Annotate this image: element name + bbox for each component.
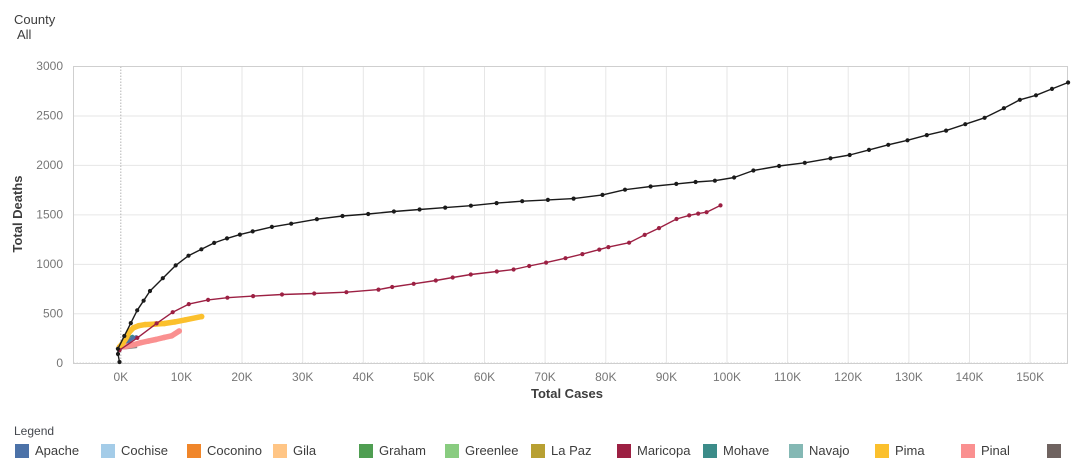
svg-text:60K: 60K xyxy=(474,370,495,384)
svg-text:2500: 2500 xyxy=(36,109,63,123)
svg-text:30K: 30K xyxy=(292,370,313,384)
svg-text:50K: 50K xyxy=(413,370,434,384)
svg-text:100K: 100K xyxy=(713,370,741,384)
svg-text:40K: 40K xyxy=(353,370,374,384)
svg-text:70K: 70K xyxy=(534,370,555,384)
svg-text:130K: 130K xyxy=(895,370,923,384)
svg-text:3000: 3000 xyxy=(36,59,63,73)
svg-text:150K: 150K xyxy=(1016,370,1044,384)
svg-text:500: 500 xyxy=(43,307,63,321)
svg-text:0: 0 xyxy=(56,356,63,370)
svg-text:1000: 1000 xyxy=(36,257,63,271)
svg-text:120K: 120K xyxy=(834,370,862,384)
svg-text:140K: 140K xyxy=(955,370,983,384)
svg-text:20K: 20K xyxy=(231,370,252,384)
svg-text:1500: 1500 xyxy=(36,208,63,222)
svg-text:10K: 10K xyxy=(171,370,192,384)
svg-text:Total Deaths: Total Deaths xyxy=(10,175,25,252)
svg-text:2000: 2000 xyxy=(36,158,63,172)
svg-text:0K: 0K xyxy=(113,370,128,384)
svg-text:90K: 90K xyxy=(656,370,677,384)
svg-text:Total Cases: Total Cases xyxy=(531,386,603,401)
svg-text:80K: 80K xyxy=(595,370,616,384)
svg-text:110K: 110K xyxy=(774,370,801,384)
